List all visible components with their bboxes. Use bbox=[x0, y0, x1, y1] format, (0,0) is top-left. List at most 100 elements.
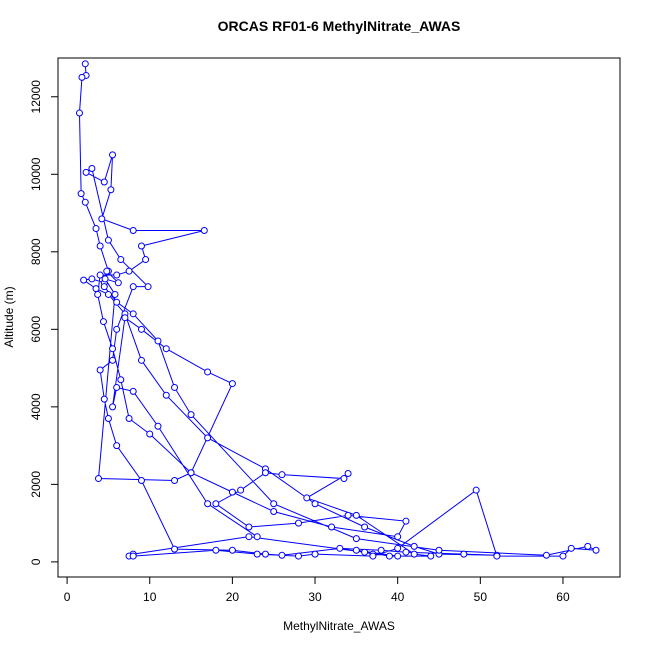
data-point bbox=[154, 337, 162, 345]
y-tick-label: 4000 bbox=[29, 393, 43, 420]
y-tick-label: 10000 bbox=[29, 157, 43, 191]
data-point bbox=[98, 215, 106, 223]
data-point bbox=[99, 318, 107, 326]
data-point bbox=[171, 545, 179, 553]
data-point bbox=[228, 380, 236, 388]
data-point bbox=[88, 275, 96, 283]
data-point bbox=[109, 403, 117, 411]
data-point bbox=[385, 552, 393, 560]
data-point bbox=[369, 552, 377, 560]
data-point bbox=[113, 271, 121, 279]
data-point bbox=[104, 290, 112, 298]
data-point bbox=[114, 279, 122, 287]
data-point bbox=[80, 276, 88, 284]
plot-frame bbox=[57, 57, 621, 578]
data-point bbox=[352, 546, 360, 554]
data-point bbox=[228, 488, 236, 496]
data-point bbox=[460, 550, 468, 558]
data-point bbox=[410, 550, 418, 558]
data-point bbox=[94, 475, 102, 483]
data-point bbox=[142, 256, 150, 264]
data-point bbox=[96, 366, 104, 374]
data-point bbox=[96, 242, 104, 250]
data-point bbox=[352, 511, 360, 519]
data-point bbox=[171, 476, 179, 484]
data-point bbox=[377, 546, 385, 554]
data-point bbox=[101, 275, 109, 283]
data-point bbox=[129, 387, 137, 395]
data-point bbox=[204, 434, 212, 442]
data-point bbox=[109, 151, 117, 159]
data-point bbox=[278, 551, 286, 559]
y-tick-label: 12000 bbox=[29, 80, 43, 114]
data-point bbox=[100, 178, 108, 186]
data-point bbox=[394, 544, 402, 552]
data-point bbox=[394, 533, 402, 541]
data-point bbox=[270, 500, 278, 508]
data-point bbox=[78, 73, 86, 81]
data-point bbox=[82, 168, 90, 176]
data-point bbox=[129, 283, 137, 291]
data-point bbox=[154, 422, 162, 430]
data-point bbox=[336, 544, 344, 552]
data-point bbox=[410, 542, 418, 550]
data-point bbox=[567, 544, 575, 552]
x-tick-label: 40 bbox=[391, 590, 405, 604]
data-point bbox=[344, 511, 352, 519]
data-point bbox=[77, 190, 85, 198]
x-tick-label: 10 bbox=[143, 590, 157, 604]
y-tick-label: 8000 bbox=[29, 238, 43, 265]
data-point bbox=[245, 523, 253, 531]
data-point bbox=[129, 226, 137, 234]
data-point bbox=[137, 356, 145, 364]
data-point bbox=[137, 325, 145, 333]
data-point bbox=[117, 376, 125, 384]
data-point bbox=[559, 552, 567, 560]
data-point bbox=[94, 290, 102, 298]
data-point bbox=[427, 552, 435, 560]
data-point bbox=[187, 411, 195, 419]
data-point bbox=[472, 486, 480, 494]
data-point bbox=[113, 298, 121, 306]
data-point bbox=[113, 383, 121, 391]
data-point bbox=[137, 242, 145, 250]
x-tick-label: 50 bbox=[474, 590, 488, 604]
y-tick-label: 2000 bbox=[29, 471, 43, 498]
data-point bbox=[100, 283, 108, 291]
data-point bbox=[361, 548, 369, 556]
data-point bbox=[253, 550, 261, 558]
data-point bbox=[125, 414, 133, 422]
data-point bbox=[129, 552, 137, 560]
data-point bbox=[340, 475, 348, 483]
data-point bbox=[311, 550, 319, 558]
data-point bbox=[96, 271, 104, 279]
data-point bbox=[111, 290, 119, 298]
data-point bbox=[212, 546, 220, 554]
data-point bbox=[137, 476, 145, 484]
data-point bbox=[129, 310, 137, 318]
data-point bbox=[144, 283, 152, 291]
data-point bbox=[435, 546, 443, 554]
data-point bbox=[303, 494, 311, 502]
data-point bbox=[109, 345, 117, 353]
data-point bbox=[204, 500, 212, 508]
data-point bbox=[92, 285, 100, 293]
data-point bbox=[295, 552, 303, 560]
data-point bbox=[228, 546, 236, 554]
data-point bbox=[212, 500, 220, 508]
y-axis-label: Altitude (m) bbox=[2, 286, 16, 347]
data-point bbox=[261, 550, 269, 558]
data-point bbox=[171, 383, 179, 391]
data-point bbox=[295, 519, 303, 527]
data-point bbox=[394, 552, 402, 560]
data-point bbox=[584, 542, 592, 550]
data-point bbox=[204, 368, 212, 376]
data-point bbox=[162, 345, 170, 353]
y-tick-label: 0 bbox=[29, 558, 43, 565]
data-point bbox=[592, 546, 600, 554]
data-point bbox=[352, 535, 360, 543]
data-point bbox=[75, 109, 83, 117]
x-tick-label: 60 bbox=[556, 590, 570, 604]
data-point bbox=[311, 500, 319, 508]
data-point bbox=[245, 533, 253, 541]
